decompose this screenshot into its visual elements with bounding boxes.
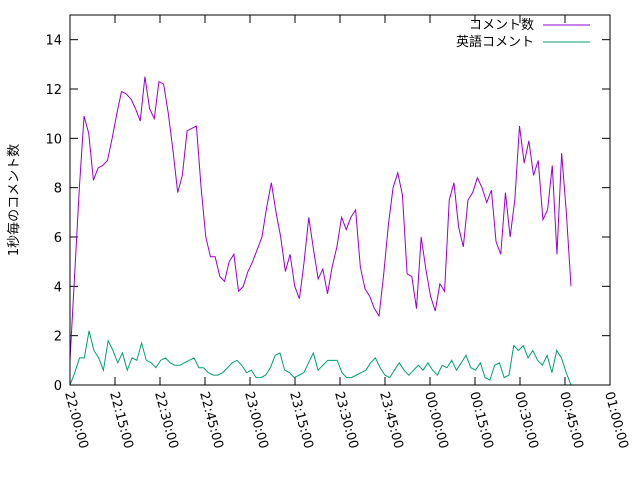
y-tick-label: 10 — [45, 132, 62, 147]
y-tick-label: 8 — [54, 182, 62, 197]
x-tick-label: 22:30:00 — [151, 390, 181, 450]
y-tick-label: 0 — [54, 379, 62, 394]
x-tick-label: 00:30:00 — [511, 390, 541, 450]
series-line-comment-count — [69, 76, 572, 361]
legend-label: コメント数 — [469, 18, 534, 33]
x-tick-label: 22:00:00 — [61, 390, 91, 450]
x-tick-label: 23:30:00 — [331, 390, 361, 450]
plot-frame — [69, 14, 611, 386]
x-tick-label: 23:00:00 — [241, 390, 271, 450]
x-tick-label: 01:00:00 — [601, 390, 631, 450]
y-tick-label: 14 — [45, 34, 62, 49]
plot-area — [69, 76, 572, 386]
x-tick-label: 23:45:00 — [376, 390, 406, 450]
x-tick-label: 00:45:00 — [556, 390, 586, 450]
x-tick-label: 23:15:00 — [286, 390, 316, 450]
y-tick-label: 2 — [54, 330, 62, 345]
y-tick-label: 6 — [54, 231, 62, 246]
x-tick-label: 22:15:00 — [106, 390, 136, 450]
y-tick-label: 4 — [54, 280, 62, 295]
legend-label: 英語コメント — [456, 34, 534, 50]
x-tick-label: 00:15:00 — [466, 390, 496, 450]
x-tick-label: 00:00:00 — [421, 390, 451, 450]
y-axis-label: 1秒毎のコメント数 — [6, 144, 22, 256]
y-tick-label: 12 — [45, 83, 62, 98]
x-tick-label: 22:45:00 — [196, 390, 226, 450]
series-line-english-comments — [69, 330, 572, 386]
